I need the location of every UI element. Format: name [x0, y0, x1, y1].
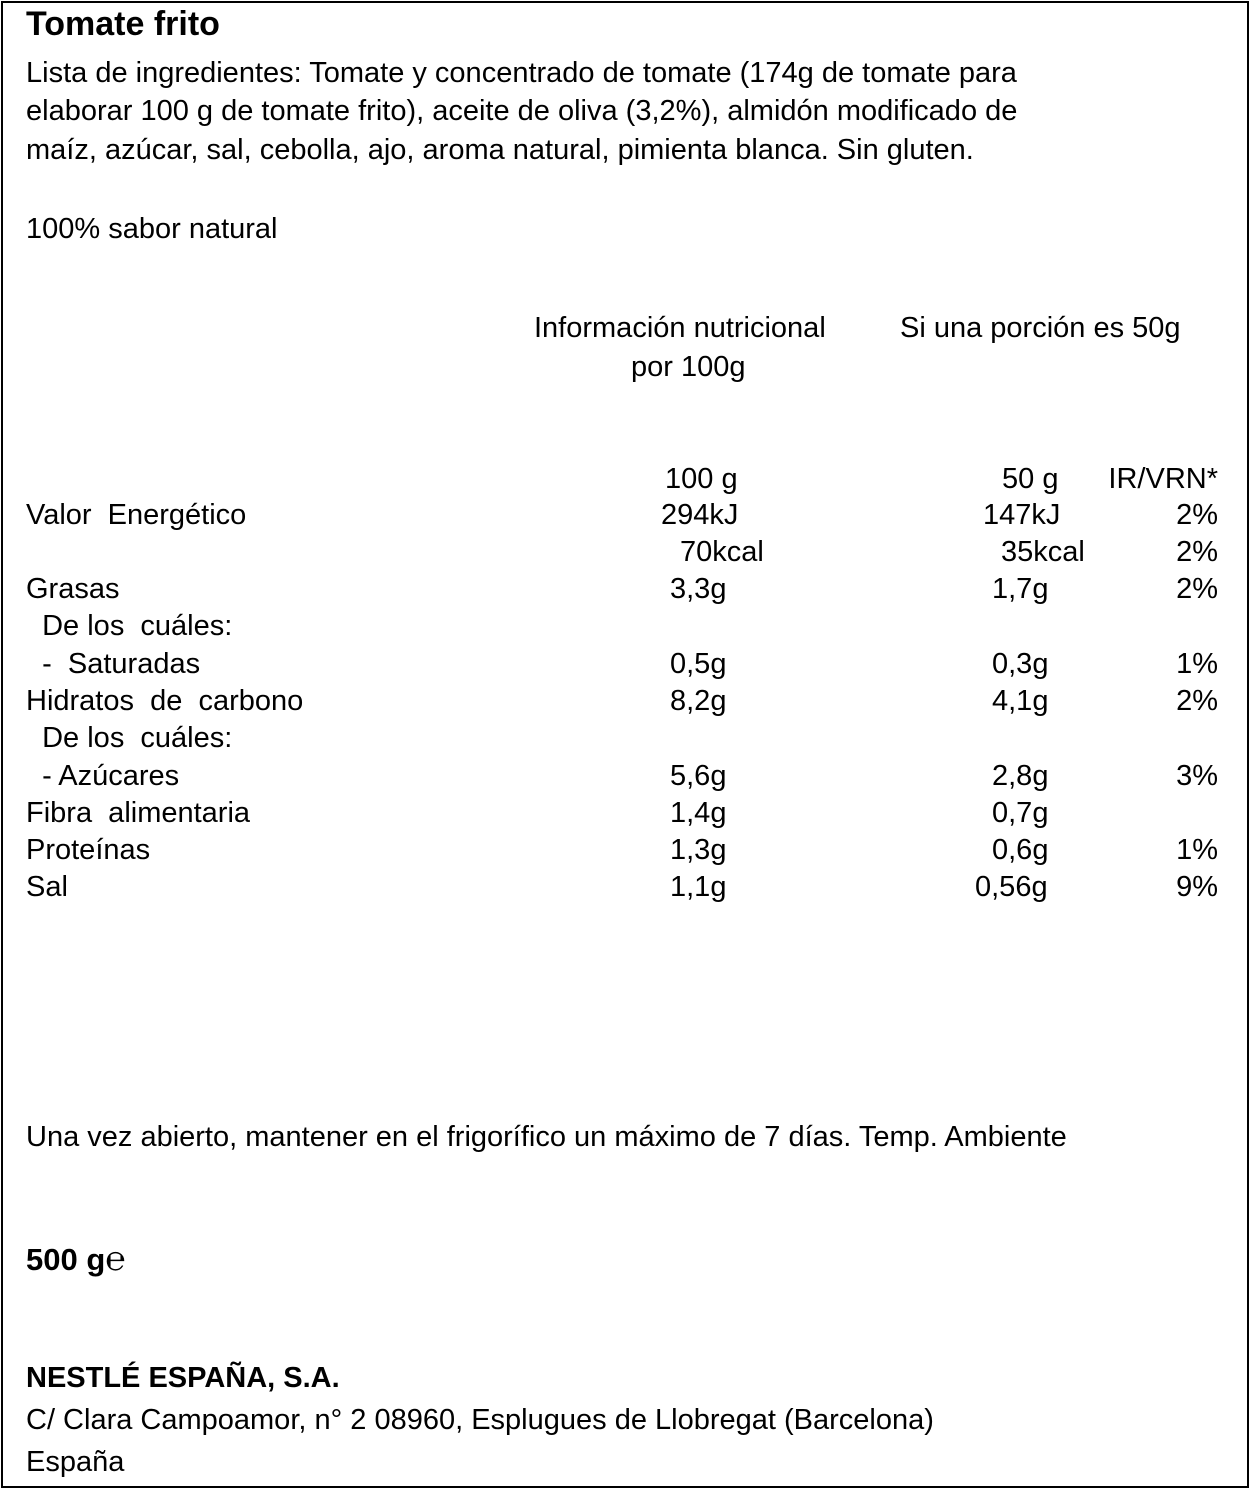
nutrient-ir-percent: 9% — [1176, 871, 1218, 903]
col-header-100g: 100 g — [665, 463, 738, 495]
net-weight: 500 g℮ — [26, 1240, 126, 1279]
nutrient-value-50g: 35kcal — [1001, 536, 1085, 568]
nutrient-value-100g: 5,6g — [670, 760, 727, 792]
nutrient-value-50g: 0,56g — [975, 871, 1048, 903]
nutrient-value-50g: 0,6g — [992, 834, 1049, 866]
nutrient-label: De los cuáles: — [26, 722, 233, 754]
nutrient-value-100g: 3,3g — [670, 573, 727, 605]
nutrient-value-100g: 1,4g — [670, 797, 727, 829]
nutrition-header-portion: Si una porción es 50g — [900, 312, 1181, 344]
nutrient-value-50g: 1,7g — [992, 573, 1049, 605]
nutrient-ir-percent: 1% — [1176, 648, 1218, 680]
company-country: España — [26, 1446, 125, 1478]
nutrient-ir-percent: 2% — [1176, 536, 1218, 568]
nutrient-label: - Saturadas — [26, 648, 201, 680]
nutrient-value-100g: 1,3g — [670, 834, 727, 866]
nutrient-value-50g: 0,3g — [992, 648, 1049, 680]
nutrient-ir-percent: 1% — [1176, 834, 1218, 866]
company-name: NESTLÉ ESPAÑA, S.A. — [26, 1362, 340, 1394]
nutrient-label: Valor Energético — [26, 499, 247, 531]
nutrient-value-50g: 4,1g — [992, 685, 1049, 717]
nutrient-label: Hidratos de carbono — [26, 685, 304, 717]
nutrient-value-100g: 8,2g — [670, 685, 727, 717]
claim: 100% sabor natural — [26, 213, 278, 245]
storage-instructions: Una vez abierto, mantener en el frigoríf… — [26, 1121, 1067, 1153]
ingredients-line-1: Lista de ingredientes: Tomate y concentr… — [26, 57, 1017, 89]
nutrient-value-100g: 1,1g — [670, 871, 727, 903]
ingredients-line-2: elaborar 100 g de tomate frito), aceite … — [26, 95, 1018, 127]
nutrient-label: De los cuáles: — [26, 610, 233, 642]
estimated-sign-icon: ℮ — [105, 1239, 126, 1279]
nutrient-ir-percent: 2% — [1176, 685, 1218, 717]
nutrient-value-100g: 70kcal — [680, 536, 764, 568]
ingredients-line-3: maíz, azúcar, sal, cebolla, ajo, aroma n… — [26, 134, 974, 166]
company-address: C/ Clara Campoamor, n° 2 08960, Esplugue… — [26, 1404, 934, 1436]
net-weight-value: 500 g — [26, 1242, 106, 1277]
nutrient-ir-percent: 2% — [1176, 499, 1218, 531]
nutrition-header-100-line1: Información nutricional — [534, 312, 826, 344]
nutrition-header-100-line2: por 100g — [631, 351, 746, 383]
col-header-ir: IR/VRN* — [1108, 463, 1218, 495]
nutrient-value-50g: 147kJ — [983, 499, 1061, 531]
nutrient-value-50g: 0,7g — [992, 797, 1049, 829]
nutrient-ir-percent: 3% — [1176, 760, 1218, 792]
nutrient-label: Sal — [26, 871, 68, 903]
product-title: Tomate frito — [26, 5, 220, 43]
nutrient-ir-percent: 2% — [1176, 573, 1218, 605]
nutrient-label: - Azúcares — [26, 760, 180, 792]
nutrient-value-100g: 294kJ — [661, 499, 739, 531]
nutrient-label: Proteínas — [26, 834, 151, 866]
nutrient-label: Grasas — [26, 573, 120, 605]
nutrient-label: Fibra alimentaria — [26, 797, 251, 829]
col-header-50g: 50 g — [1002, 463, 1059, 495]
nutrient-value-100g: 0,5g — [670, 648, 727, 680]
nutrient-value-50g: 2,8g — [992, 760, 1049, 792]
